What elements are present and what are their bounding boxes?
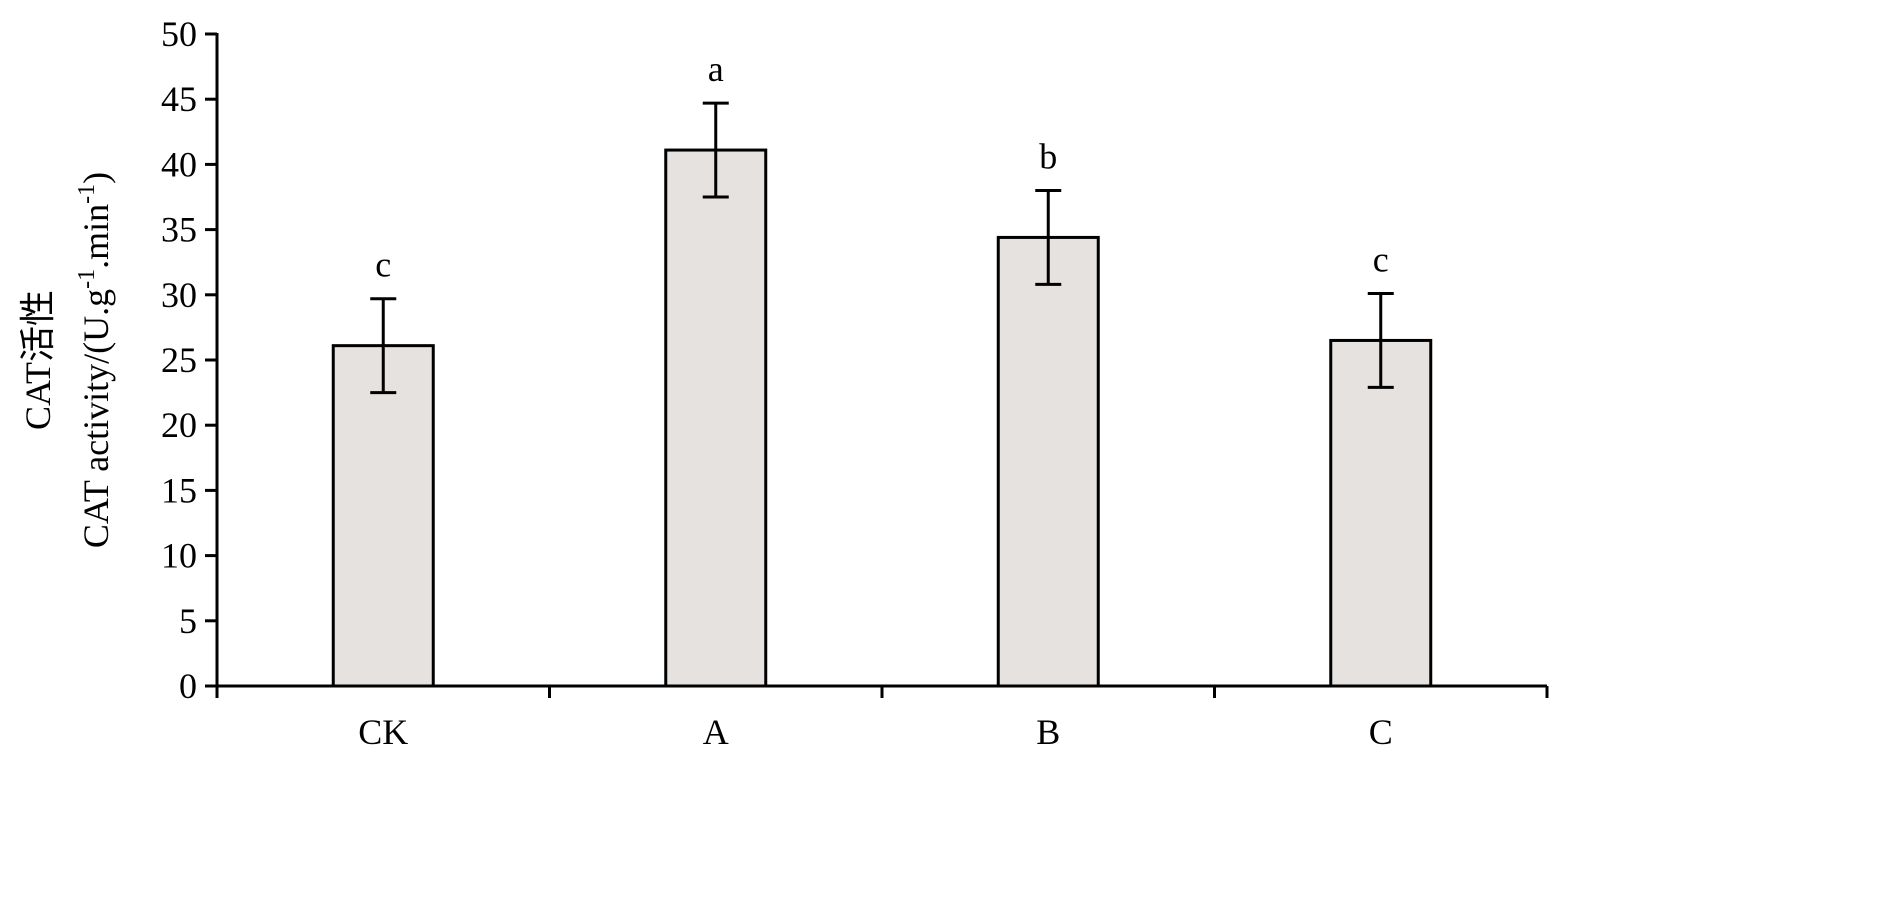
y-tick-label: 0	[179, 666, 197, 706]
y-tick-label: 30	[161, 275, 197, 315]
bar-B	[996, 235, 1100, 688]
y-axis-label-line2: CAT activity/(U.g-1.min-1)	[74, 172, 116, 548]
y-tick-label: 15	[161, 470, 197, 510]
y-tick-label: 10	[161, 536, 197, 576]
y-tick-label: 40	[161, 144, 197, 184]
bar-A	[664, 148, 768, 688]
bar-C	[1329, 338, 1433, 688]
ylabel-sup: -1	[74, 269, 100, 289]
y-tick-label: 5	[179, 601, 197, 641]
x-tick-label: B	[1036, 712, 1060, 752]
y-tick-label: 20	[161, 405, 197, 445]
significance-label: c	[1373, 239, 1389, 279]
y-tick-label: 45	[161, 79, 197, 119]
ylabel-part: .min	[76, 204, 116, 269]
significance-label: c	[375, 245, 391, 285]
y-tick-label: 50	[161, 14, 197, 54]
ylabel-part: )	[76, 172, 116, 184]
significance-label: a	[708, 49, 724, 89]
y-axis-label-line1: CAT活性	[18, 290, 58, 430]
x-tick-label: CK	[358, 712, 408, 752]
significance-label: b	[1039, 136, 1057, 176]
ylabel-part: CAT activity/(U.g	[76, 289, 116, 548]
ylabel-sup: -1	[74, 184, 100, 204]
x-tick-label: C	[1369, 712, 1393, 752]
y-tick-label: 35	[161, 210, 197, 250]
x-tick-label: A	[703, 712, 729, 752]
bar-CK	[331, 344, 435, 688]
y-tick-label: 25	[161, 340, 197, 380]
